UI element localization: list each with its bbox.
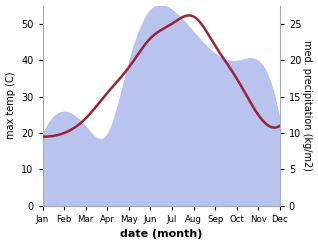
X-axis label: date (month): date (month) bbox=[120, 230, 202, 239]
Y-axis label: med. precipitation (kg/m2): med. precipitation (kg/m2) bbox=[302, 40, 313, 171]
Y-axis label: max temp (C): max temp (C) bbox=[5, 72, 16, 139]
